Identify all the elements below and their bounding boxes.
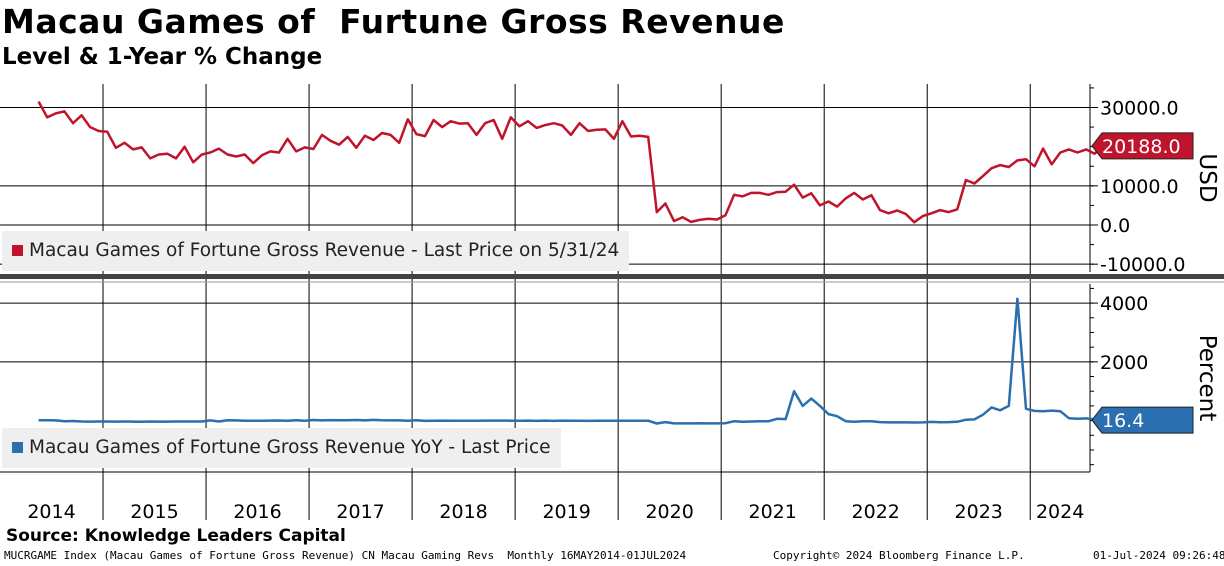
x-tick-label: 2019 xyxy=(542,501,590,523)
bottom-legend: Macau Games of Fortune Gross Revenue YoY… xyxy=(2,428,561,468)
x-tick-label: 2020 xyxy=(645,501,693,523)
timestamp-note: 01-Jul-2024 09:26:48 xyxy=(1093,549,1224,562)
y-tick-label: 10000.0 xyxy=(1100,176,1179,198)
chart-title: Macau Games of Furtune Gross Revenue xyxy=(2,2,785,41)
top-legend-label: Macau Games of Fortune Gross Revenue - L… xyxy=(29,240,620,261)
y-axis-title: Percent xyxy=(1194,335,1220,422)
x-tick-label: 2015 xyxy=(130,501,178,523)
level-series-line xyxy=(37,100,1105,224)
last-value-tag xyxy=(1091,132,1194,160)
copyright-note: Copyright© 2024 Bloomberg Finance L.P. xyxy=(773,549,1025,562)
top-legend: Macau Games of Fortune Gross Revenue - L… xyxy=(2,231,630,271)
y-axis-title: USD xyxy=(1194,153,1220,202)
legend-swatch-level xyxy=(12,245,23,256)
last-value-tag xyxy=(1091,406,1194,434)
x-tick-label: 2021 xyxy=(749,501,797,523)
last-value-label: 16.4 xyxy=(1102,410,1144,432)
chart-subtitle: Level & 1-Year % Change xyxy=(2,44,323,70)
y-tick-label: 30000.0 xyxy=(1100,98,1179,120)
y-tick-label: 0.0 xyxy=(1100,215,1130,237)
x-tick-label: 2023 xyxy=(955,501,1003,523)
y-tick-label: 4000 xyxy=(1100,293,1148,315)
y-tick-label: -10000.0 xyxy=(1100,254,1185,276)
x-tick-label: 2016 xyxy=(233,501,281,523)
x-tick-label: 2014 xyxy=(27,501,75,523)
x-tick-label: 2018 xyxy=(439,501,487,523)
x-tick-label: 2017 xyxy=(336,501,384,523)
yoy-series-line xyxy=(38,297,1121,425)
source-note: Source: Knowledge Leaders Capital xyxy=(6,526,346,546)
x-tick-label: 2024 xyxy=(1036,501,1084,523)
legend-swatch-yoy xyxy=(12,442,23,453)
last-value-label: 20188.0 xyxy=(1102,136,1181,158)
y-tick-label: 2000 xyxy=(1100,352,1148,374)
panel-divider xyxy=(0,274,1224,279)
bottom-legend-label: Macau Games of Fortune Gross Revenue YoY… xyxy=(29,437,551,458)
ticker-note: MUCRGAME Index (Macau Games of Fortune G… xyxy=(4,549,687,562)
x-tick-label: 2022 xyxy=(852,501,900,523)
